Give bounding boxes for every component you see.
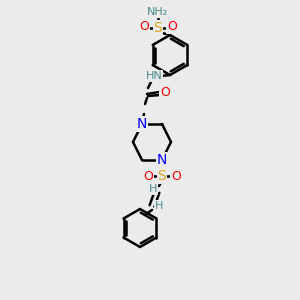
Text: H: H <box>155 201 163 211</box>
Text: O: O <box>139 20 149 34</box>
Text: O: O <box>143 169 153 182</box>
Text: NH₂: NH₂ <box>147 7 169 17</box>
Text: N: N <box>157 153 167 167</box>
Text: S: S <box>158 169 166 183</box>
Text: HN: HN <box>146 71 162 81</box>
Text: O: O <box>171 169 181 182</box>
Text: O: O <box>160 86 170 100</box>
Text: H: H <box>149 184 157 194</box>
Text: O: O <box>167 20 177 34</box>
Text: N: N <box>137 117 147 131</box>
Text: S: S <box>154 21 162 35</box>
